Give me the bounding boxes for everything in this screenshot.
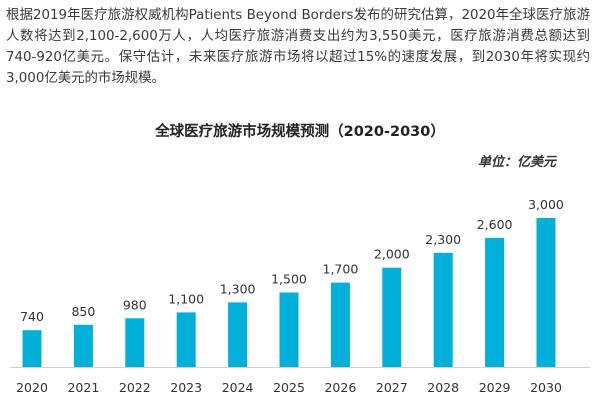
x-tick-2025: 2025 [273, 380, 305, 395]
data-label-2025: 1,500 [271, 272, 307, 287]
data-label-2022: 980 [123, 297, 147, 312]
bar-2022 [125, 318, 145, 367]
x-tick-2024: 2024 [222, 380, 254, 395]
x-tick-2029: 2029 [479, 380, 511, 395]
bar-2023 [176, 312, 196, 367]
bar-2029 [485, 237, 505, 367]
x-tick-2027: 2027 [376, 380, 408, 395]
x-tick-2030: 2030 [530, 380, 562, 395]
bar-2027 [382, 267, 402, 367]
data-label-2027: 2,000 [374, 247, 410, 262]
bar-2024 [228, 302, 248, 367]
data-label-2029: 2,600 [477, 217, 513, 232]
bar-2030 [536, 218, 556, 367]
data-label-2026: 1,700 [323, 262, 359, 277]
chart-title: 全球医疗旅游市场规模预测（2020-2030） [155, 124, 445, 140]
x-tick-2026: 2026 [324, 380, 356, 395]
x-tick-2023: 2023 [170, 380, 202, 395]
bar-2026 [330, 282, 350, 367]
bar-2020 [22, 330, 42, 367]
bar-2028 [433, 252, 453, 367]
bar-2025 [279, 292, 299, 367]
data-label-2024: 1,300 [220, 281, 256, 296]
data-label-2020: 740 [20, 309, 44, 324]
x-tick-2020: 2020 [16, 380, 48, 395]
x-tick-2022: 2022 [119, 380, 151, 395]
intro-paragraph: 根据2019年医疗旅游权威机构Patients Beyond Borders发布… [6, 8, 590, 86]
data-label-2028: 2,300 [425, 232, 461, 247]
data-label-2030: 3,000 [528, 197, 564, 212]
x-tick-2021: 2021 [67, 380, 99, 395]
bar-2021 [73, 324, 93, 367]
data-label-2021: 850 [71, 304, 95, 319]
x-tick-2028: 2028 [427, 380, 459, 395]
data-label-2023: 1,100 [168, 291, 204, 306]
unit-label: 单位：亿美元 [477, 155, 556, 170]
